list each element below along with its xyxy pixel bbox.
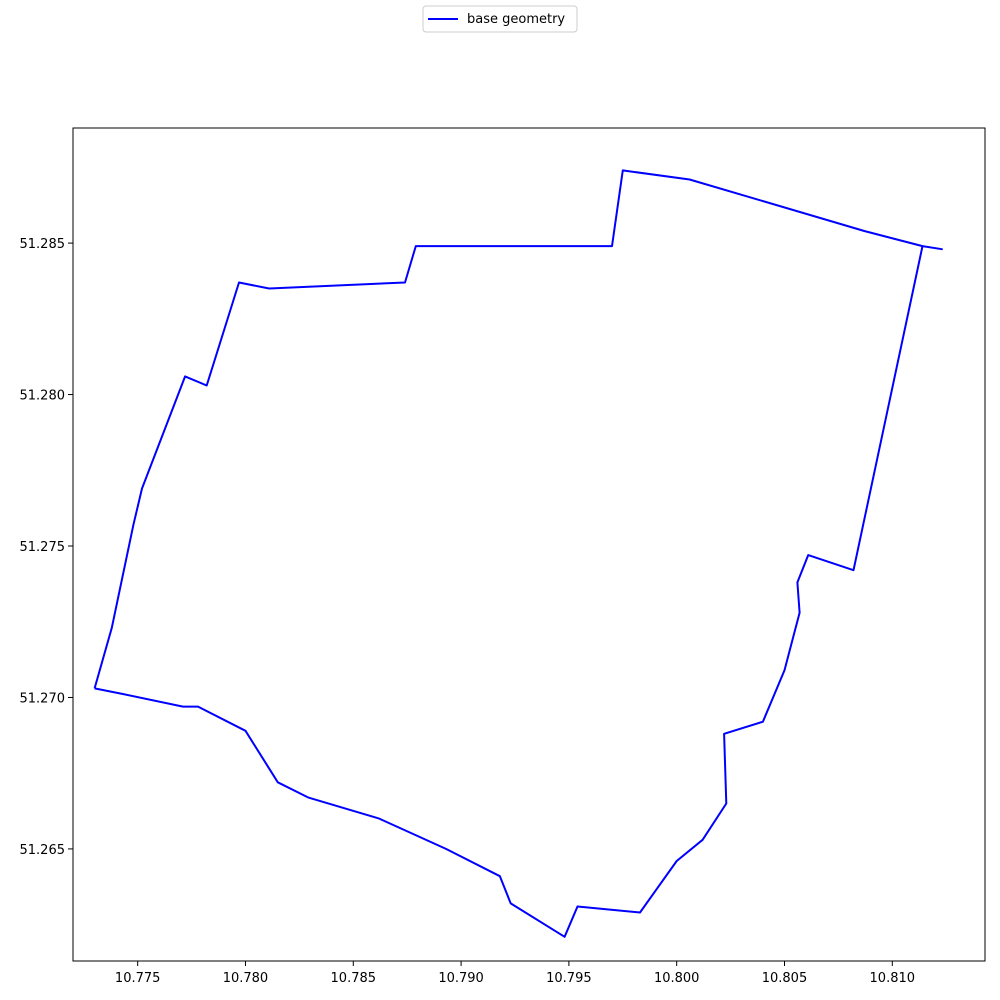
- legend: base geometry: [422, 5, 578, 33]
- plot-area: [93, 169, 943, 938]
- x-tick-label: 10.795: [546, 971, 592, 986]
- legend-box: [422, 5, 578, 33]
- y-tick-label: 51.270: [20, 691, 66, 706]
- x-tick-label: 10.800: [654, 971, 700, 986]
- x-tick-label: 10.785: [331, 971, 377, 986]
- y-axis: 51.265 51.270 51.275 51.280 51.285: [20, 237, 73, 858]
- legend-label: base geometry: [467, 12, 565, 27]
- y-tick-label: 51.280: [20, 389, 66, 404]
- x-tick-label: 10.805: [762, 971, 808, 986]
- x-tick-label: 10.775: [115, 971, 161, 986]
- x-tick-label: 10.790: [438, 971, 484, 986]
- x-tick-label: 10.810: [870, 971, 916, 986]
- x-tick-label: 10.780: [223, 971, 269, 986]
- axes-frame: [72, 127, 986, 962]
- y-tick-label: 51.265: [20, 843, 66, 858]
- y-tick-label: 51.285: [20, 237, 66, 252]
- series-line-0: [93, 169, 943, 938]
- y-tick-label: 51.275: [20, 540, 66, 555]
- x-axis: 10.775 10.780 10.785 10.790 10.795 10.800 10.8…: [115, 961, 915, 986]
